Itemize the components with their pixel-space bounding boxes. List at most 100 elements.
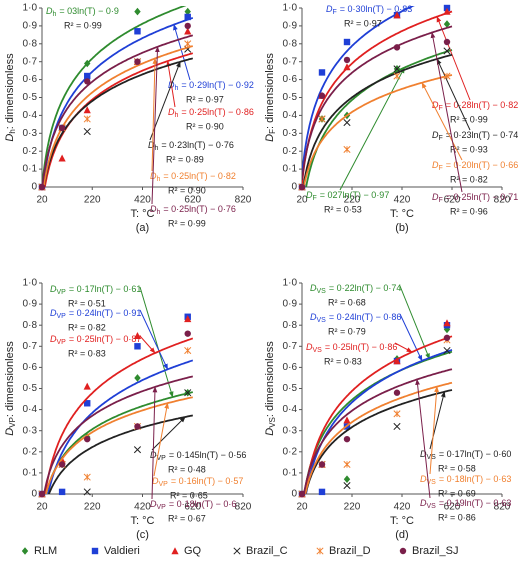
point xyxy=(134,343,141,350)
point xyxy=(443,7,451,15)
point xyxy=(184,346,192,355)
equation-sub: h xyxy=(157,209,161,216)
point xyxy=(38,183,46,191)
leader-arrow xyxy=(415,378,431,499)
equation: Dh = 0·23ln(T) − 0·76 xyxy=(148,140,234,151)
leader-arrow xyxy=(151,386,158,500)
equation-text: = 0·28ln(T) − 0·82 xyxy=(446,100,519,110)
equation-sub: VP xyxy=(57,339,67,346)
point xyxy=(393,389,401,396)
equation: DF = 0·20ln(T) − 0·66 xyxy=(432,160,518,171)
point xyxy=(184,315,192,323)
point xyxy=(134,374,141,382)
leader-arrow xyxy=(394,342,413,353)
y-tick-label: 0 xyxy=(291,489,297,500)
y-tick-label: 0·5 xyxy=(23,92,38,103)
x-tick-label: 420 xyxy=(134,195,151,206)
y-tick-label: 0·9 xyxy=(23,21,38,32)
equation-var: D xyxy=(432,130,439,140)
equation-sub: VP xyxy=(157,455,167,462)
equation: DVP= 0·145ln(T) − 0·56 xyxy=(150,450,246,461)
x-tick-label: 820 xyxy=(494,502,511,513)
x-tick-label: 220 xyxy=(344,502,361,513)
legend-item: GQ xyxy=(171,545,202,557)
r-squared: R² = 0·79 xyxy=(328,326,366,336)
point xyxy=(298,183,306,191)
r-squared: R² = 0·65 xyxy=(170,490,208,500)
equation-sub: h xyxy=(155,145,159,152)
y-tick-label: 0·8 xyxy=(23,320,38,331)
equation: DVS= 0·17ln(T) − 0·60 xyxy=(420,449,511,460)
fit-curve xyxy=(302,10,453,184)
equation-text: = 0·18ln(T) − 0·6 xyxy=(169,499,237,509)
y-tick-label: 0·6 xyxy=(23,74,38,85)
y-tick-label: 0·6 xyxy=(283,74,298,85)
point xyxy=(343,460,351,469)
y-tick-label: 0·6 xyxy=(283,362,298,373)
x-tick-label: 820 xyxy=(494,195,511,206)
panel-label: (c) xyxy=(136,529,149,541)
equation-text: = 0·25ln(T) − 0·86 xyxy=(325,342,398,352)
equation-text: = 0·17ln(T) − 0·61 xyxy=(69,284,142,294)
point xyxy=(393,72,401,80)
equation-text: = 0·24ln(T) − 0·86 xyxy=(329,312,402,322)
y-label-rest: : dimensionless xyxy=(264,341,276,417)
equation-text: = 0·22ln(T) − 0·74 xyxy=(329,283,402,293)
y-axis-label: DVP: dimensionless xyxy=(4,341,17,436)
equation-var: D xyxy=(46,6,53,16)
point xyxy=(443,20,451,28)
equation-text: = 0·29ln(T) − 0·92 xyxy=(181,80,254,90)
point xyxy=(443,72,451,80)
fit-curve xyxy=(44,337,194,494)
point xyxy=(298,490,306,498)
y-tick-label: 0·5 xyxy=(283,383,298,394)
equation: Dh = 03ln(T) − 0·9 xyxy=(46,6,119,17)
equation-var: D xyxy=(50,308,57,318)
legend-item: Brazil_SJ xyxy=(399,545,458,557)
point xyxy=(84,72,91,80)
point xyxy=(84,59,91,68)
point xyxy=(134,423,141,430)
point xyxy=(318,92,326,99)
equation: DVS = 0·22ln(T) − 0·74 xyxy=(310,283,401,294)
point xyxy=(318,69,326,76)
r-squared: R² = 0·53 xyxy=(324,204,362,214)
point xyxy=(184,40,192,48)
equation-text: = 0·25ln(T) − 0·87 xyxy=(69,334,142,344)
fit-curve xyxy=(303,335,453,494)
equation-var: D xyxy=(148,140,155,150)
y-tick-label: 0·7 xyxy=(23,56,38,67)
equation: DF = 027ln(T) − 0·97 xyxy=(306,190,389,201)
leader-arrow xyxy=(399,313,423,362)
r-squared: R² = 0·96 xyxy=(450,206,488,216)
x-tick-label: 620 xyxy=(184,502,201,513)
point xyxy=(443,334,451,342)
y-label-sub: VP xyxy=(8,417,17,428)
equation-sub: F xyxy=(439,165,443,172)
equation-text: = 0·25ln(T) − 0·71 xyxy=(446,192,519,202)
y-axis-label: DVS: dimensionless xyxy=(264,341,277,436)
y-tick-label: 0·9 xyxy=(283,21,298,32)
point xyxy=(443,319,451,327)
x-tick-label: 620 xyxy=(444,195,461,206)
equation-sub: F xyxy=(313,195,317,202)
y-tick-label: 0·1 xyxy=(283,164,298,175)
y-tick-label: 0·7 xyxy=(23,341,38,352)
point xyxy=(184,13,191,21)
y-tick-label: 0·6 xyxy=(23,362,38,373)
leader-arrow xyxy=(139,286,174,398)
y-tick-label: 0·8 xyxy=(23,38,38,49)
y-tick-label: 0·4 xyxy=(283,404,298,415)
y-label-rest: : dimensionless xyxy=(264,53,276,129)
point xyxy=(184,330,191,337)
equation-text: = 0·25ln(T) − 0·86 xyxy=(181,107,254,117)
r-squared: R² = 0·99 xyxy=(64,20,102,30)
equation-sub: VS xyxy=(427,503,437,510)
fit-curve xyxy=(42,6,187,187)
legend-label: Brazil_SJ xyxy=(412,545,458,557)
panel-label: (d) xyxy=(395,529,408,541)
equation-sub: h xyxy=(175,85,179,92)
point xyxy=(184,7,191,16)
point xyxy=(318,488,326,496)
